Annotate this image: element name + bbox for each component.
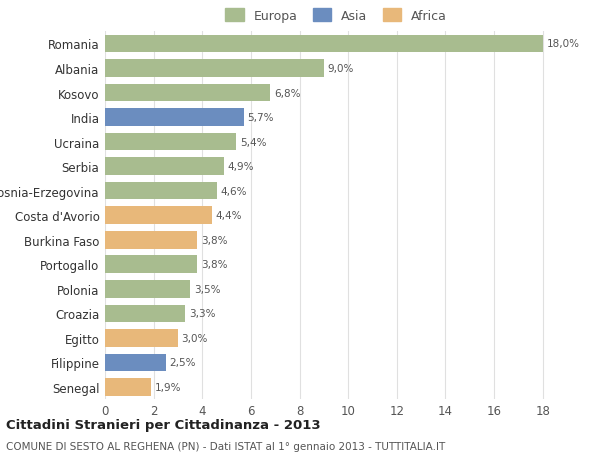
Text: 5,4%: 5,4% xyxy=(240,137,266,147)
Legend: Europa, Asia, Africa: Europa, Asia, Africa xyxy=(225,9,447,22)
Bar xyxy=(105,207,212,224)
Text: 4,6%: 4,6% xyxy=(221,186,247,196)
Text: 3,3%: 3,3% xyxy=(189,308,215,319)
Bar xyxy=(105,35,542,53)
Bar xyxy=(105,354,166,371)
Text: 6,8%: 6,8% xyxy=(274,88,301,98)
Text: 2,5%: 2,5% xyxy=(169,358,196,368)
Text: Cittadini Stranieri per Cittadinanza - 2013: Cittadini Stranieri per Cittadinanza - 2… xyxy=(6,418,320,431)
Bar xyxy=(105,231,197,249)
Text: 3,5%: 3,5% xyxy=(194,284,220,294)
Bar xyxy=(105,60,324,78)
Text: 9,0%: 9,0% xyxy=(328,64,354,74)
Bar xyxy=(105,134,236,151)
Text: 4,4%: 4,4% xyxy=(215,211,242,221)
Text: 3,0%: 3,0% xyxy=(182,333,208,343)
Bar xyxy=(105,158,224,176)
Bar xyxy=(105,280,190,298)
Text: 5,7%: 5,7% xyxy=(247,113,274,123)
Bar xyxy=(105,305,185,323)
Text: COMUNE DI SESTO AL REGHENA (PN) - Dati ISTAT al 1° gennaio 2013 - TUTTITALIA.IT: COMUNE DI SESTO AL REGHENA (PN) - Dati I… xyxy=(6,441,445,451)
Bar xyxy=(105,378,151,396)
Bar xyxy=(105,84,271,102)
Text: 18,0%: 18,0% xyxy=(547,39,580,50)
Bar xyxy=(105,329,178,347)
Bar xyxy=(105,182,217,200)
Text: 1,9%: 1,9% xyxy=(155,382,181,392)
Bar xyxy=(105,109,244,127)
Text: 3,8%: 3,8% xyxy=(201,235,227,245)
Text: 3,8%: 3,8% xyxy=(201,260,227,270)
Bar xyxy=(105,256,197,274)
Text: 4,9%: 4,9% xyxy=(228,162,254,172)
